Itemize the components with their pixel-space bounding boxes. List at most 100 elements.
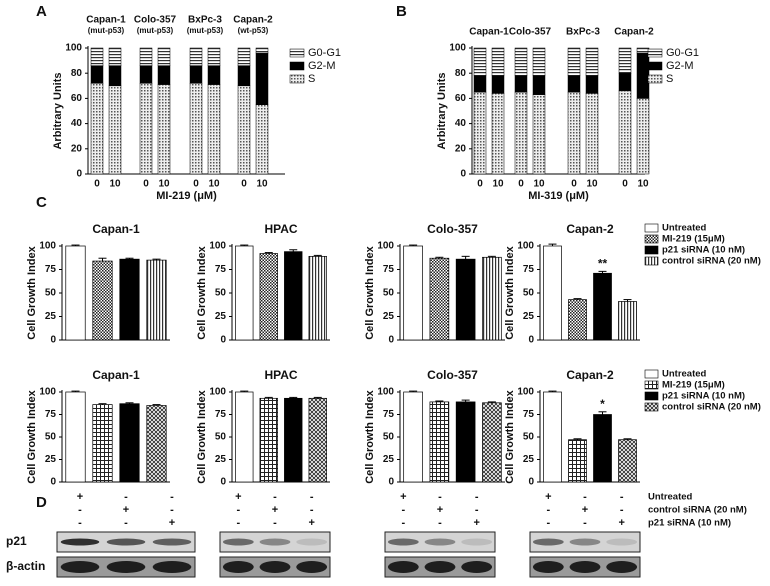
bar-segment bbox=[636, 47, 650, 54]
legend-label: Untreated bbox=[662, 369, 707, 380]
bar-segment bbox=[90, 83, 104, 175]
condition-sign: + bbox=[123, 504, 129, 516]
condition-sign: - bbox=[401, 504, 405, 516]
blot-band bbox=[106, 538, 146, 546]
bar-segment bbox=[491, 47, 505, 76]
bar-segment bbox=[157, 65, 171, 85]
blot-band bbox=[606, 561, 638, 573]
blot-band bbox=[222, 538, 254, 546]
y-tick-label: 75 bbox=[523, 409, 535, 420]
y-tick-label: 0 bbox=[528, 477, 534, 488]
y-tick-label: 50 bbox=[215, 432, 227, 443]
condition-sign: + bbox=[169, 517, 175, 529]
bar bbox=[92, 260, 113, 341]
legend-label: Untreated bbox=[662, 223, 707, 234]
y-tick-label: 80 bbox=[71, 68, 83, 79]
bar-segment bbox=[237, 65, 251, 87]
condition-sign: + bbox=[618, 517, 624, 529]
y-axis-label: Cell Growth Index bbox=[364, 245, 376, 339]
blot-band bbox=[569, 538, 601, 546]
y-tick-label: 0 bbox=[50, 477, 56, 488]
legend-swatch bbox=[647, 74, 663, 84]
bar-segment bbox=[618, 47, 632, 74]
bar bbox=[235, 391, 254, 483]
condition-sign: - bbox=[546, 504, 550, 516]
blot-band bbox=[152, 561, 192, 573]
legend-swatch bbox=[644, 223, 659, 233]
y-tick-label: 50 bbox=[383, 432, 395, 443]
condition-sign: - bbox=[620, 504, 624, 516]
y-tick-label: 25 bbox=[45, 311, 57, 322]
y-tick-label: 40 bbox=[455, 118, 467, 129]
bar-segment bbox=[189, 65, 203, 84]
bar bbox=[146, 259, 167, 341]
condition-sign: - bbox=[236, 517, 240, 529]
legend-label: S bbox=[666, 73, 673, 85]
bar bbox=[284, 251, 303, 341]
bar-segment bbox=[108, 47, 122, 66]
bar-segment bbox=[618, 90, 632, 175]
bar bbox=[146, 405, 167, 483]
condition-sign: - bbox=[546, 517, 550, 529]
x-tick-label: 0 bbox=[94, 179, 100, 190]
bar-segment bbox=[237, 85, 251, 175]
chart-title: Capan-2 bbox=[566, 222, 614, 236]
legend-swatch bbox=[644, 369, 659, 379]
group-label: Capan-1 bbox=[86, 15, 126, 26]
chart-title: Capan-1 bbox=[92, 222, 140, 236]
bar-segment bbox=[636, 98, 650, 175]
y-tick-label: 40 bbox=[71, 118, 83, 129]
group-note: (wt-p53) bbox=[238, 26, 269, 35]
y-tick-label: 0 bbox=[220, 335, 226, 346]
bar-segment bbox=[514, 91, 528, 175]
blot-band bbox=[387, 561, 419, 573]
condition-label: p21 siRNA (10 nM) bbox=[648, 518, 731, 529]
bar-segment bbox=[207, 47, 221, 66]
legend-swatch bbox=[644, 256, 659, 266]
x-tick-label: 10 bbox=[533, 179, 545, 190]
y-tick-label: 50 bbox=[45, 432, 57, 443]
condition-sign: + bbox=[235, 491, 241, 503]
bar bbox=[482, 256, 502, 341]
y-tick-label: 75 bbox=[383, 409, 395, 420]
x-tick-label: 0 bbox=[622, 179, 628, 190]
condition-sign: - bbox=[310, 491, 314, 503]
bar-segment bbox=[473, 47, 487, 76]
y-tick-label: 25 bbox=[523, 311, 535, 322]
legend-swatch bbox=[644, 234, 659, 244]
blot-band bbox=[532, 538, 564, 546]
panel-label: C bbox=[36, 194, 47, 211]
y-tick-label: 100 bbox=[39, 241, 56, 252]
condition-sign: - bbox=[310, 504, 314, 516]
legend-swatch bbox=[647, 61, 663, 71]
group-label: Capan-2 bbox=[614, 27, 654, 38]
y-tick-label: 25 bbox=[215, 454, 227, 465]
condition-sign: - bbox=[124, 517, 128, 529]
y-axis-label: Arbitrary Units bbox=[52, 72, 64, 149]
condition-sign: - bbox=[273, 491, 277, 503]
chart-title: HPAC bbox=[264, 222, 297, 236]
y-tick-label: 100 bbox=[449, 43, 466, 54]
condition-sign: - bbox=[438, 491, 442, 503]
bar-segment bbox=[532, 47, 546, 76]
bar-segment bbox=[567, 47, 581, 76]
blot-strip bbox=[529, 531, 641, 553]
bar-segment bbox=[567, 75, 581, 93]
y-tick-label: 25 bbox=[383, 454, 395, 465]
group-note: (mut-p53) bbox=[137, 26, 174, 35]
y-tick-label: 50 bbox=[215, 288, 227, 299]
y-tick-label: 100 bbox=[517, 387, 534, 398]
x-tick-label: 0 bbox=[241, 179, 247, 190]
x-tick-label: 10 bbox=[256, 179, 268, 190]
condition-sign: - bbox=[620, 491, 624, 503]
y-tick-label: 0 bbox=[460, 169, 466, 180]
bar-segment bbox=[139, 83, 153, 175]
bar bbox=[65, 391, 86, 483]
bar bbox=[593, 272, 612, 341]
legend-swatch bbox=[644, 391, 659, 401]
bar bbox=[482, 402, 502, 483]
y-tick-label: 0 bbox=[220, 477, 226, 488]
blot-band bbox=[606, 538, 638, 546]
chart-title: Capan-1 bbox=[92, 368, 140, 382]
